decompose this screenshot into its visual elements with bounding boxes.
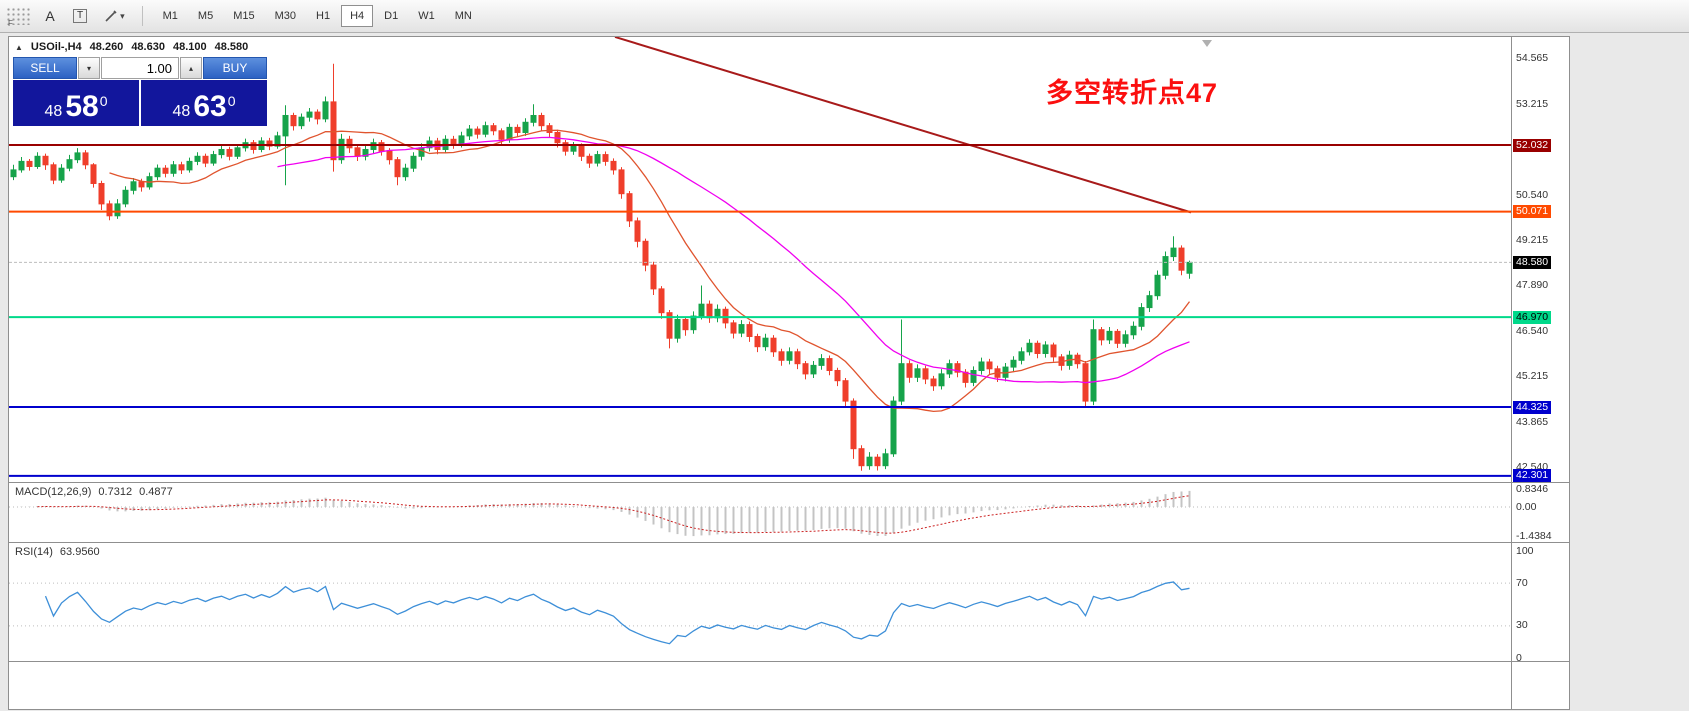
chart-canvas[interactable] bbox=[9, 37, 1569, 709]
buy-price-main: 48 bbox=[172, 103, 191, 120]
axis-price-label: 47.890 bbox=[1516, 279, 1549, 292]
rsi-value: 63.9560 bbox=[59, 546, 100, 558]
label-tool-icon: T bbox=[73, 9, 88, 23]
axis-level-badge: 46.970 bbox=[1513, 310, 1552, 324]
text-tool-icon: A bbox=[45, 8, 55, 24]
buy-price-big: 63 bbox=[193, 90, 227, 123]
chart-window: ▲ USOil-,H4 48.260 48.630 48.100 48.580 … bbox=[8, 36, 1570, 710]
sell-price-sup: 0 bbox=[99, 93, 108, 109]
timeframe-m15[interactable]: M15 bbox=[224, 5, 263, 27]
macd-axis-label: 0.00 bbox=[1516, 500, 1537, 513]
timeframe-m1[interactable]: M1 bbox=[154, 5, 187, 27]
axis-price-label: 43.865 bbox=[1516, 416, 1549, 429]
text-tool-button[interactable]: A bbox=[37, 5, 63, 27]
macd-axis-label: 0.8346 bbox=[1516, 483, 1549, 496]
toolbar-grip-icon[interactable]: F bbox=[6, 7, 30, 28]
axis-price-label: 45.215 bbox=[1516, 370, 1549, 383]
axis-price-label: 46.540 bbox=[1516, 325, 1549, 338]
toolbar-grip-label: F bbox=[8, 19, 13, 28]
rsi-axis-label: 100 bbox=[1516, 544, 1534, 557]
sell-price-big: 58 bbox=[65, 90, 99, 123]
ohlc-low: 48.100 bbox=[172, 41, 207, 53]
macd-label: MACD(12,26,9) 0.7312 0.4877 bbox=[15, 486, 180, 498]
toolbar-separator bbox=[141, 6, 143, 26]
current-price-badge: 48.580 bbox=[1513, 255, 1552, 269]
axis-price-label: 49.215 bbox=[1516, 234, 1549, 247]
timeframe-bar: M1 M5 M15 M30 H1 H4 D1 W1 MN bbox=[153, 5, 482, 27]
rsi-axis-label: 70 bbox=[1516, 576, 1528, 589]
price-axis[interactable]: 54.565 53.215 50.540 49.215 47.890 46.540 45.2… bbox=[1512, 37, 1569, 709]
timeframe-mn[interactable]: MN bbox=[446, 5, 481, 27]
rsi-label: RSI(14) 63.9560 bbox=[15, 546, 107, 558]
buy-price-display[interactable]: 48 63 0 bbox=[141, 80, 267, 126]
symbol-label: USOil-,H4 bbox=[30, 41, 82, 53]
volume-down-stepper[interactable]: ▾ bbox=[78, 57, 100, 79]
axis-price-label: 50.540 bbox=[1516, 189, 1549, 202]
timeframe-m5[interactable]: M5 bbox=[189, 5, 222, 27]
macd-axis-label: -1.4384 bbox=[1516, 529, 1552, 542]
axis-level-badge: 52.032 bbox=[1513, 138, 1552, 152]
buy-button[interactable]: BUY bbox=[203, 57, 267, 79]
axis-level-badge: 42.301 bbox=[1513, 469, 1552, 483]
label-tool-button[interactable]: T bbox=[66, 5, 94, 27]
timeframe-w1[interactable]: W1 bbox=[409, 5, 444, 27]
timeframe-d1[interactable]: D1 bbox=[375, 5, 407, 27]
sell-price-main: 48 bbox=[44, 103, 63, 120]
axis-level-badge: 44.325 bbox=[1513, 400, 1552, 414]
ohlc-high: 48.630 bbox=[131, 41, 165, 53]
timeframe-m30[interactable]: M30 bbox=[266, 5, 305, 27]
chart-title: ▲ USOil-,H4 48.260 48.630 48.100 48.580 bbox=[15, 41, 248, 53]
chart-icon: ▲ bbox=[15, 42, 23, 52]
axis-level-badge: 50.071 bbox=[1513, 205, 1552, 219]
rsi-name: RSI(14) bbox=[15, 546, 53, 558]
timeframe-h4[interactable]: H4 bbox=[341, 5, 374, 27]
macd-signal-value: 0.4877 bbox=[139, 486, 173, 498]
macd-name: MACD(12,26,9) bbox=[15, 486, 92, 498]
axis-price-label: 53.215 bbox=[1516, 98, 1549, 111]
rsi-axis-label: 0 bbox=[1516, 651, 1522, 664]
one-click-trading-panel: SELL ▾ ▴ BUY 48 58 0 48 63 0 bbox=[13, 57, 267, 126]
draw-tool-button[interactable]: ▾ bbox=[97, 5, 132, 27]
sell-price-display[interactable]: 48 58 0 bbox=[13, 80, 139, 126]
sell-button[interactable]: SELL bbox=[13, 57, 77, 79]
ohlc-open: 48.260 bbox=[89, 41, 124, 53]
chart-annotation-text: 多空转折点47 bbox=[1046, 78, 1219, 108]
buy-price-sup: 0 bbox=[227, 93, 236, 109]
pencil-icon bbox=[105, 10, 117, 22]
macd-value: 0.7312 bbox=[98, 486, 133, 498]
volume-input[interactable] bbox=[101, 57, 179, 79]
rsi-axis-label: 30 bbox=[1516, 619, 1528, 632]
chevron-down-icon: ▾ bbox=[120, 10, 125, 21]
toolbar: F A T ▾ M1 M5 M15 M30 H1 H4 D1 W1 MN bbox=[0, 0, 1689, 33]
volume-up-stepper[interactable]: ▴ bbox=[180, 57, 202, 79]
axis-price-label: 54.565 bbox=[1516, 52, 1549, 65]
ohlc-close: 48.580 bbox=[214, 41, 249, 53]
timeframe-h1[interactable]: H1 bbox=[307, 5, 339, 27]
